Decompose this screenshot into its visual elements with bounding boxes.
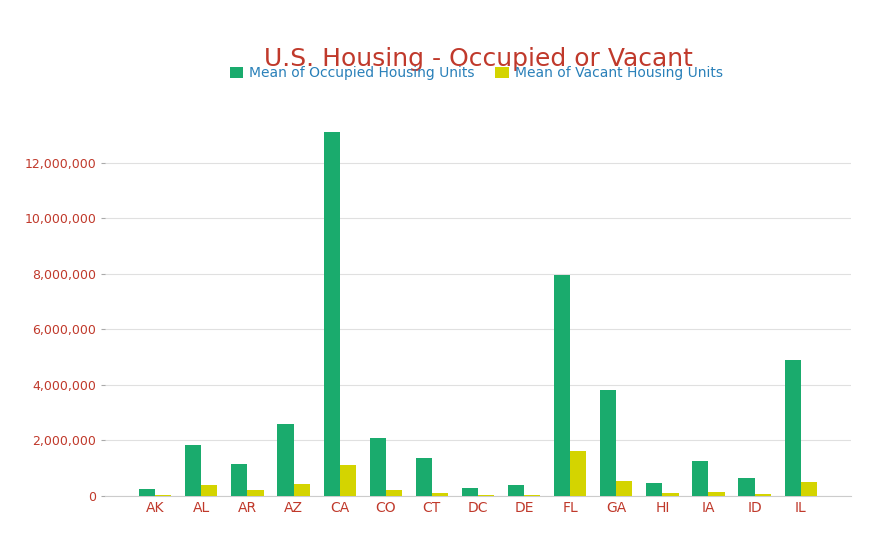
Bar [294, 484, 310, 496]
Bar [386, 489, 402, 496]
Bar [339, 466, 356, 496]
Bar [600, 391, 617, 496]
Bar [801, 482, 816, 496]
Legend: Mean of Occupied Housing Units, Mean of Vacant Housing Units: Mean of Occupied Housing Units, Mean of … [224, 61, 728, 86]
Bar [277, 424, 294, 496]
Bar [554, 276, 570, 496]
Bar [508, 485, 524, 496]
Title: U.S. Housing - Occupied or Vacant: U.S. Housing - Occupied or Vacant [263, 47, 693, 71]
Bar [416, 458, 431, 496]
Bar [662, 493, 679, 496]
Bar [431, 493, 448, 496]
Bar [324, 132, 339, 496]
Bar [709, 492, 724, 496]
Bar [202, 485, 217, 496]
Bar [139, 489, 155, 496]
Bar [232, 464, 247, 496]
Bar [738, 478, 754, 496]
Bar [785, 360, 801, 496]
Bar [754, 494, 771, 496]
Bar [617, 481, 632, 496]
Bar [155, 495, 171, 496]
Bar [478, 495, 494, 496]
Bar [570, 451, 587, 496]
Bar [185, 445, 202, 496]
Bar [247, 490, 264, 496]
Bar [369, 437, 386, 496]
Bar [646, 483, 662, 496]
Bar [524, 495, 540, 496]
Bar [462, 488, 478, 496]
Bar [692, 461, 709, 496]
